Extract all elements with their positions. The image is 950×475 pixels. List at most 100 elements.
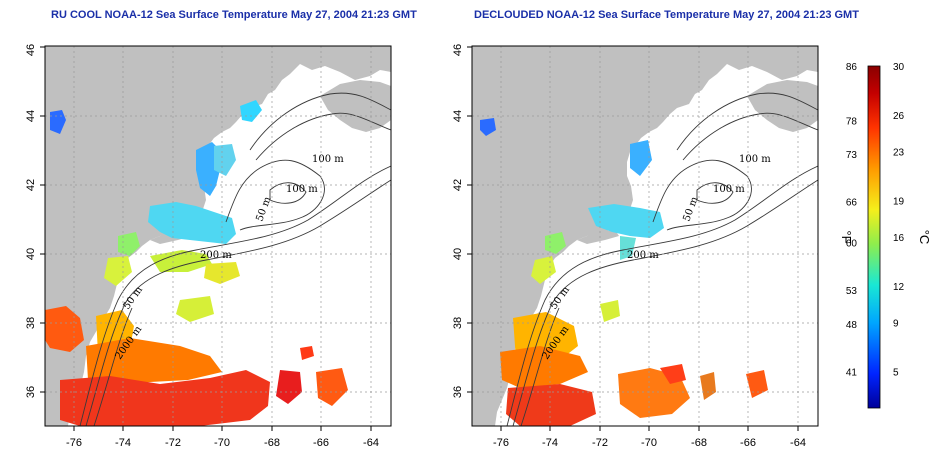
left-contour-line [255, 112, 391, 161]
right-contour-label: 100 m [713, 184, 745, 195]
left-x-tick-label: -74 [115, 437, 131, 449]
left-map-panel: 100 m 100 m 50 m 200 m 50 m 2000 m -76 -… [25, 44, 392, 449]
colorbar-celsius-tick: 26 [893, 111, 905, 122]
left-sst-patch [150, 250, 212, 272]
left-y-tick-label: 44 [25, 110, 37, 122]
colorbar-celsius-tick: 5 [893, 367, 899, 378]
left-y-tick-label: 42 [25, 179, 37, 191]
left-y-tick-label: 40 [25, 248, 37, 260]
colorbar-fahrenheit-tick: 66 [846, 198, 858, 209]
right-contour-line [512, 179, 818, 426]
left-x-tick-label: -70 [214, 437, 230, 449]
left-grid [45, 46, 391, 426]
left-contour-label: 200 m [200, 250, 232, 261]
colorbar-frame [867, 65, 881, 409]
left-x-tick-label: -64 [363, 437, 379, 449]
right-contour-line [652, 159, 752, 231]
left-x-tick-label: -72 [165, 437, 181, 449]
colorbar-celsius-tick: 12 [893, 282, 905, 293]
left-sst-patch [214, 144, 236, 176]
colorbar-fahrenheit-tick: 78 [846, 116, 858, 127]
right-land [472, 46, 818, 426]
left-sst-patch [60, 370, 270, 426]
colorbar-celsius-tick: 16 [893, 233, 905, 244]
right-x-tick-label: -74 [542, 437, 558, 449]
left-plot-frame [44, 45, 392, 427]
left-contour-label: 100 m [312, 154, 344, 165]
right-y-tick-label: 38 [452, 317, 464, 329]
left-sst-patch [118, 232, 140, 256]
right-y-tick-label: 40 [452, 248, 464, 260]
right-y-tick-label: 46 [452, 44, 464, 56]
right-y-tick-label: 42 [452, 179, 464, 191]
colorbar-celsius-tick: 30 [893, 62, 905, 73]
colorbar-fahrenheit-label: °F [839, 230, 854, 243]
colorbar-celsius-tick: 19 [893, 196, 905, 207]
colorbar-fahrenheit-tick: 60 [846, 238, 858, 249]
right-x-tick-label: -68 [691, 437, 707, 449]
left-contour-label: 100 m [286, 184, 318, 195]
right-sst-patch [500, 346, 588, 388]
colorbar-ticks: 30 26 23 19 16 12 9 5 86 78 73 66 60 53 48 41 [846, 62, 905, 378]
left-sst-patch [86, 338, 222, 386]
left-y-tick-label: 38 [25, 317, 37, 329]
colorbar-fahrenheit-tick: 73 [846, 150, 858, 161]
left-contour-line [249, 92, 391, 151]
colorbar-gradient [868, 66, 880, 408]
right-map-panel: 100 m 100 m 50 m 200 m 50 m 2000 m -76 -… [452, 44, 819, 449]
left-sst-patch [176, 296, 214, 322]
left-y-tick-label: 46 [25, 44, 37, 56]
right-sst-patch [506, 384, 596, 426]
right-plot-frame [471, 45, 819, 427]
left-sst-patch [276, 370, 302, 404]
left-x-tick-label: -76 [66, 437, 82, 449]
right-sst-patch [588, 204, 664, 238]
right-sst-patch [660, 364, 686, 384]
left-sst-data [45, 100, 348, 426]
right-panel-title: DECLOUDED NOAA-12 Sea Surface Temperatur… [474, 9, 859, 21]
right-y-tick-label: 44 [452, 110, 464, 122]
colorbar-fahrenheit-tick: 41 [846, 367, 858, 378]
left-y-axis [40, 46, 45, 393]
left-contour-line [85, 179, 391, 426]
colorbar-fahrenheit-tick: 53 [846, 286, 858, 297]
right-long-island-land [577, 230, 619, 244]
left-sst-patch [240, 100, 262, 122]
left-panel-title: RU COOL NOAA-12 Sea Surface Temperature … [51, 9, 417, 21]
right-contour-line [676, 92, 818, 151]
right-x-tick-label: -66 [740, 437, 756, 449]
right-contour-label: 200 m [627, 250, 659, 261]
right-sst-patch [630, 140, 652, 176]
left-x-axis [73, 426, 372, 431]
right-sst-patch [700, 372, 716, 400]
left-contour-line [225, 159, 325, 231]
colorbar: 30 26 23 19 16 12 9 5 86 78 73 66 60 53 48 41 °F °C [839, 62, 932, 409]
right-sst-data [480, 118, 768, 426]
right-y-axis [467, 46, 472, 393]
right-y-tick-label: 36 [452, 386, 464, 398]
colorbar-celsius-label: °C [917, 230, 932, 245]
left-x-tick-label: -66 [313, 437, 329, 449]
left-sst-patch [316, 368, 348, 406]
right-grid [472, 46, 818, 426]
left-y-tick-label: 36 [25, 386, 37, 398]
right-bathymetry-contours [506, 92, 818, 426]
right-x-tick-label: -72 [592, 437, 608, 449]
right-contour-line [506, 165, 818, 426]
right-x-tick-label: -64 [790, 437, 806, 449]
colorbar-celsius-tick: 23 [893, 148, 905, 159]
right-x-tick-label: -76 [493, 437, 509, 449]
right-contour-line [520, 307, 560, 426]
left-contour-line [79, 165, 391, 426]
left-sst-patch [148, 202, 236, 244]
colorbar-fahrenheit-tick: 86 [846, 62, 858, 73]
right-sst-patch [600, 300, 620, 322]
left-contour-line [269, 182, 307, 204]
right-x-tick-label: -70 [641, 437, 657, 449]
right-contour-line [682, 112, 818, 161]
left-land [45, 46, 391, 426]
right-sst-patch [746, 370, 768, 398]
left-sst-patch [300, 346, 314, 360]
left-bathymetry-contours [79, 92, 391, 426]
